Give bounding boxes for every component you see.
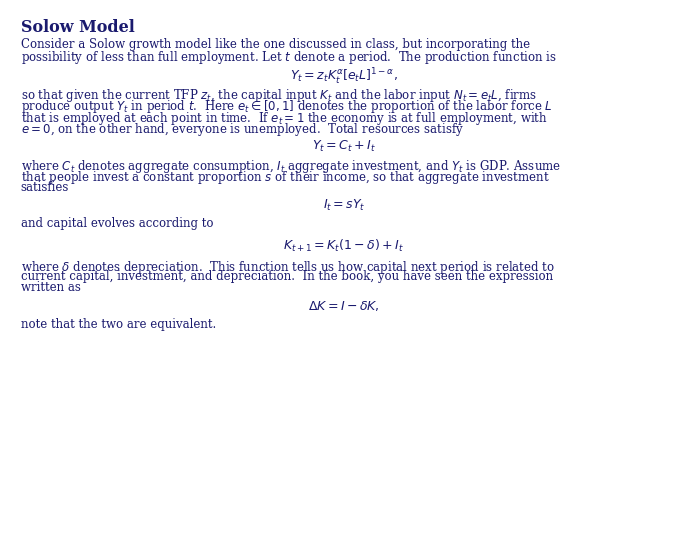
Text: note that the two are equivalent.: note that the two are equivalent. [21, 318, 216, 331]
Text: that is employed at each point in time.  If $e_t = 1$ the economy is at full emp: that is employed at each point in time. … [21, 110, 548, 127]
Text: written as: written as [21, 281, 80, 294]
Text: Solow Model: Solow Model [21, 19, 134, 36]
Text: possibility of less than full employment. Let $t$ denote a period.  The producti: possibility of less than full employment… [21, 49, 557, 66]
Text: $\Delta K = I - \delta K,$: $\Delta K = I - \delta K,$ [308, 299, 380, 313]
Text: Consider a Solow growth model like the one discussed in class, but incorporating: Consider a Solow growth model like the o… [21, 38, 530, 51]
Text: where $\delta$ denotes depreciation.  This function tells us how capital next pe: where $\delta$ denotes depreciation. Thi… [21, 259, 555, 276]
Text: $K_{t+1} = K_t(1 - \delta) + I_t$: $K_{t+1} = K_t(1 - \delta) + I_t$ [283, 238, 405, 254]
Text: produce output $Y_t$ in period $t$.  Here $e_t \in [0,1]$ denotes the proportion: produce output $Y_t$ in period $t$. Here… [21, 98, 552, 116]
Text: where $C_t$ denotes aggregate consumption, $I_t$ aggregate investment, and $Y_t$: where $C_t$ denotes aggregate consumptio… [21, 158, 561, 175]
Text: $e = 0$, on the other hand, everyone is unemployed.  Total resources satisfy: $e = 0$, on the other hand, everyone is … [21, 121, 464, 138]
Text: current capital, investment, and depreciation.  In the book, you have seen the e: current capital, investment, and depreci… [21, 270, 552, 283]
Text: so that given the current TFP $z_t$, the capital input $K_t$ and the labor input: so that given the current TFP $z_t$, the… [21, 87, 537, 104]
Text: $Y_t = z_t K_t^{\alpha} \left[e_t L\right]^{1-\alpha},$: $Y_t = z_t K_t^{\alpha} \left[e_t L\righ… [290, 67, 398, 87]
Text: $Y_t = C_t + I_t$: $Y_t = C_t + I_t$ [312, 139, 376, 154]
Text: satisfies: satisfies [21, 181, 69, 194]
Text: and capital evolves according to: and capital evolves according to [21, 217, 213, 230]
Text: that people invest a constant proportion $s$ of their income, so that aggregate : that people invest a constant proportion… [21, 169, 549, 187]
Text: $I_t = sY_t$: $I_t = sY_t$ [323, 198, 365, 213]
